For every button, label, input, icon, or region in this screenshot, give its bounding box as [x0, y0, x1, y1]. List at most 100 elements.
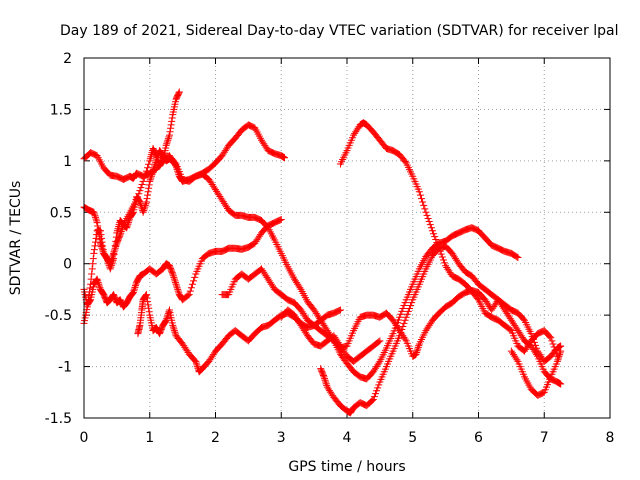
data-point-marker	[129, 289, 137, 297]
data-point-marker	[145, 160, 153, 168]
data-point-marker	[145, 304, 153, 312]
data-point-marker	[276, 216, 284, 224]
data-point-marker	[168, 117, 176, 125]
data-point-marker	[554, 354, 562, 362]
data-point-marker	[142, 167, 150, 175]
data-point-marker	[320, 373, 328, 381]
data-point-marker	[439, 256, 447, 264]
data-point-marker	[99, 289, 107, 297]
data-point-marker	[130, 287, 138, 295]
data-point-marker	[546, 333, 554, 341]
data-point-marker	[88, 270, 96, 278]
data-point-marker	[405, 304, 413, 312]
data-point-marker	[191, 356, 199, 364]
data-point-marker	[124, 219, 132, 227]
data-point-marker	[424, 214, 432, 222]
data-point-marker	[412, 350, 420, 358]
axes: 0 1 2 3 4 5 6 7 8 -1.5 -1 -0.5 0 0.5 1 1.5 2	[45, 51, 615, 446]
data-point-marker	[99, 242, 107, 250]
data-point-marker	[151, 160, 159, 168]
data-point-marker	[139, 208, 147, 216]
data-point-marker	[430, 230, 438, 238]
data-point-marker	[422, 208, 430, 216]
data-point-marker	[396, 313, 404, 321]
data-point-marker	[152, 157, 160, 165]
data-point-marker	[145, 308, 153, 316]
data-point-marker	[141, 201, 149, 209]
data-point-marker	[321, 376, 329, 384]
chart-title: Day 189 of 2021, Sidereal Day-to-day VTE…	[60, 23, 618, 39]
data-point-marker	[413, 349, 421, 357]
data-point-marker	[407, 302, 415, 310]
data-point-marker	[550, 343, 558, 351]
data-point-marker	[142, 291, 150, 299]
data-point-marker	[85, 297, 93, 305]
data-point-marker	[404, 307, 412, 315]
y-tick-label: 1	[63, 154, 72, 170]
data-point-marker	[433, 238, 441, 246]
data-point-marker	[106, 265, 114, 273]
data-point-marker	[153, 153, 161, 161]
data-point-marker	[174, 169, 182, 177]
data-point-marker	[513, 253, 521, 261]
data-point-marker	[108, 258, 116, 266]
data-point-marker	[99, 246, 107, 254]
data-point-marker	[158, 159, 166, 167]
data-point-marker	[165, 133, 173, 141]
data-point-marker	[90, 249, 98, 257]
data-point-marker	[144, 188, 152, 196]
data-point-marker	[161, 318, 169, 326]
data-point-marker	[277, 215, 285, 223]
data-point-marker	[141, 292, 149, 300]
data-point-marker	[413, 347, 421, 355]
data-point-marker	[427, 224, 435, 232]
data-point-marker	[553, 357, 561, 365]
data-point-marker	[556, 351, 564, 359]
data-point-marker	[549, 340, 557, 348]
data-point-marker	[173, 164, 181, 172]
data-point-marker	[144, 164, 152, 172]
data-point-marker	[144, 301, 152, 309]
data-point-marker	[296, 284, 304, 292]
data-point-marker	[425, 218, 433, 226]
data-point-marker	[172, 330, 180, 338]
data-point-marker	[95, 280, 103, 288]
data-point-marker	[131, 283, 139, 291]
x-tick-label: 1	[145, 430, 154, 446]
data-point-marker	[150, 164, 158, 172]
data-point-marker	[401, 335, 409, 343]
x-tick-label: 3	[277, 430, 286, 446]
data-point-marker	[95, 282, 103, 290]
data-point-marker	[431, 233, 439, 241]
data-point-marker	[169, 323, 177, 331]
data-point-marker	[170, 275, 178, 283]
data-point-marker	[323, 381, 331, 389]
data-point-marker	[420, 201, 428, 209]
plot-frame	[83, 57, 611, 419]
x-tick-label: 5	[408, 430, 417, 446]
data-point-marker	[141, 203, 149, 211]
data-point-marker	[399, 304, 407, 312]
data-point-marker	[473, 294, 481, 302]
data-point-marker	[166, 128, 174, 136]
data-point-marker	[143, 195, 151, 203]
data-point-marker	[140, 207, 148, 215]
data-point-marker	[436, 247, 444, 255]
data-point-marker	[139, 177, 147, 185]
data-point-marker	[93, 275, 101, 283]
data-point-marker	[375, 338, 383, 346]
data-point-marker	[144, 191, 152, 199]
x-tick-label: 8	[606, 430, 615, 446]
data-point-marker	[397, 310, 405, 318]
data-point-marker	[140, 205, 148, 213]
data-point-marker	[186, 287, 194, 295]
data-point-marker	[397, 329, 405, 337]
data-point-marker	[164, 135, 172, 143]
data-point-marker	[554, 356, 562, 364]
data-point-marker	[87, 275, 95, 283]
series-trace-10	[507, 347, 565, 399]
data-point-marker	[111, 246, 119, 254]
data-point-marker	[112, 237, 120, 245]
data-point-marker	[423, 211, 431, 219]
data-point-marker	[281, 154, 289, 162]
